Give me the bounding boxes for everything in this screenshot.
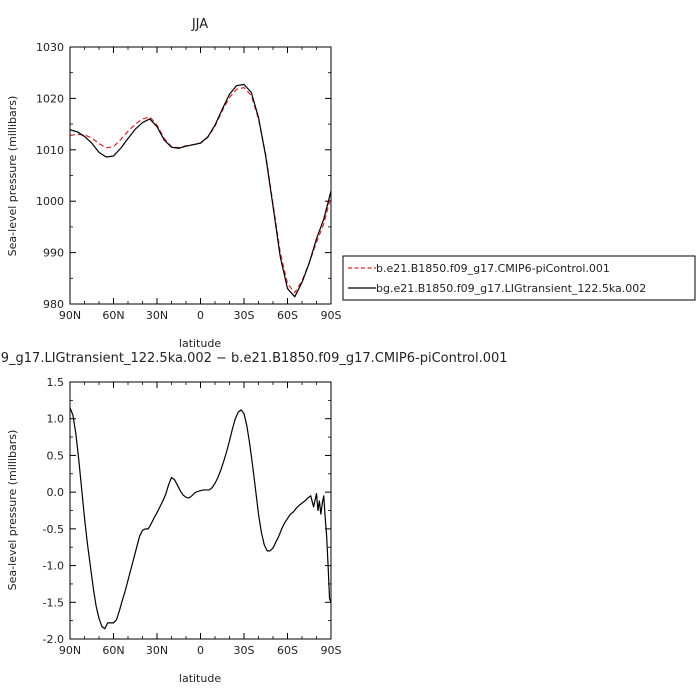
plot-frame [69, 46, 332, 305]
x-tick-label: 30S [234, 644, 255, 657]
bottom-panel: bg.e21.B1850.f09_g17.LIGtransient_122.5k… [0, 351, 508, 685]
y-tick-label: -1.5 [43, 596, 64, 609]
x-tick-label: 90N [59, 644, 81, 657]
y-tick-label: 980 [43, 298, 64, 311]
bottom-y-axis-label: Sea-level pressure (millibars) [6, 430, 19, 591]
series-line-0 [69, 87, 332, 294]
y-tick-label: 1.5 [47, 376, 65, 389]
y-tick-label: -0.5 [43, 523, 64, 536]
top-plot-area: 90N 60N 30N 0 30S 60S 90S 980 990 1000 1010 1020 103… [36, 41, 342, 322]
plot-frame [69, 381, 332, 640]
x-tick-label: 90S [321, 644, 342, 657]
bottom-chart-title: bg.e21.B1850.f09_g17.LIGtransient_122.5k… [0, 351, 508, 366]
series-line-0 [69, 407, 332, 630]
x-tick-label: 30N [146, 644, 168, 657]
y-tick-label: 990 [43, 247, 64, 260]
y-tick-label: 1000 [36, 195, 64, 208]
top-x-axis-label: latitude [179, 337, 221, 350]
top-panel: JJA 90N 60N 30N 0 30S 60S 90S 980 990 1000 1010 102… [6, 17, 342, 350]
legend-label-control: b.e21.B1850.f09_g17.CMIP6-piControl.001 [376, 262, 610, 275]
bottom-x-axis-label: latitude [179, 672, 221, 685]
y-tick-label: 1030 [36, 41, 64, 54]
x-tick-label: 0 [197, 644, 204, 657]
y-tick-label: -2.0 [43, 633, 64, 646]
x-tick-label: 60N [102, 644, 124, 657]
x-tick-label: 60N [102, 309, 124, 322]
y-tick-label: 0.0 [47, 486, 65, 499]
x-tick-label: 60S [277, 644, 298, 657]
x-tick-label: 30S [234, 309, 255, 322]
top-chart-title: JJA [191, 17, 208, 32]
legend: b.e21.B1850.f09_g17.CMIP6-piControl.001 … [342, 255, 696, 301]
top-y-axis-label: Sea-level pressure (millibars) [6, 96, 19, 257]
x-tick-label: 30N [146, 309, 168, 322]
y-tick-label: 1.0 [47, 413, 65, 426]
legend-label-lig: bg.e21.B1850.f09_g17.LIGtransient_122.5k… [376, 282, 646, 295]
x-tick-label: 60S [277, 309, 298, 322]
x-tick-label: 90N [59, 309, 81, 322]
y-tick-label: 1010 [36, 144, 64, 157]
x-tick-label: 0 [197, 309, 204, 322]
series-line-1 [69, 83, 332, 298]
y-tick-label: 1020 [36, 92, 64, 105]
bottom-plot-area: 90N 60N 30N 0 30S 60S 90S -2.0 -1.5 -1.0 -0.5 0.0 0.… [43, 376, 342, 657]
y-tick-label: 0.5 [47, 449, 65, 462]
x-tick-label: 90S [321, 309, 342, 322]
legend-box [342, 255, 696, 301]
y-tick-label: -1.0 [43, 560, 64, 573]
